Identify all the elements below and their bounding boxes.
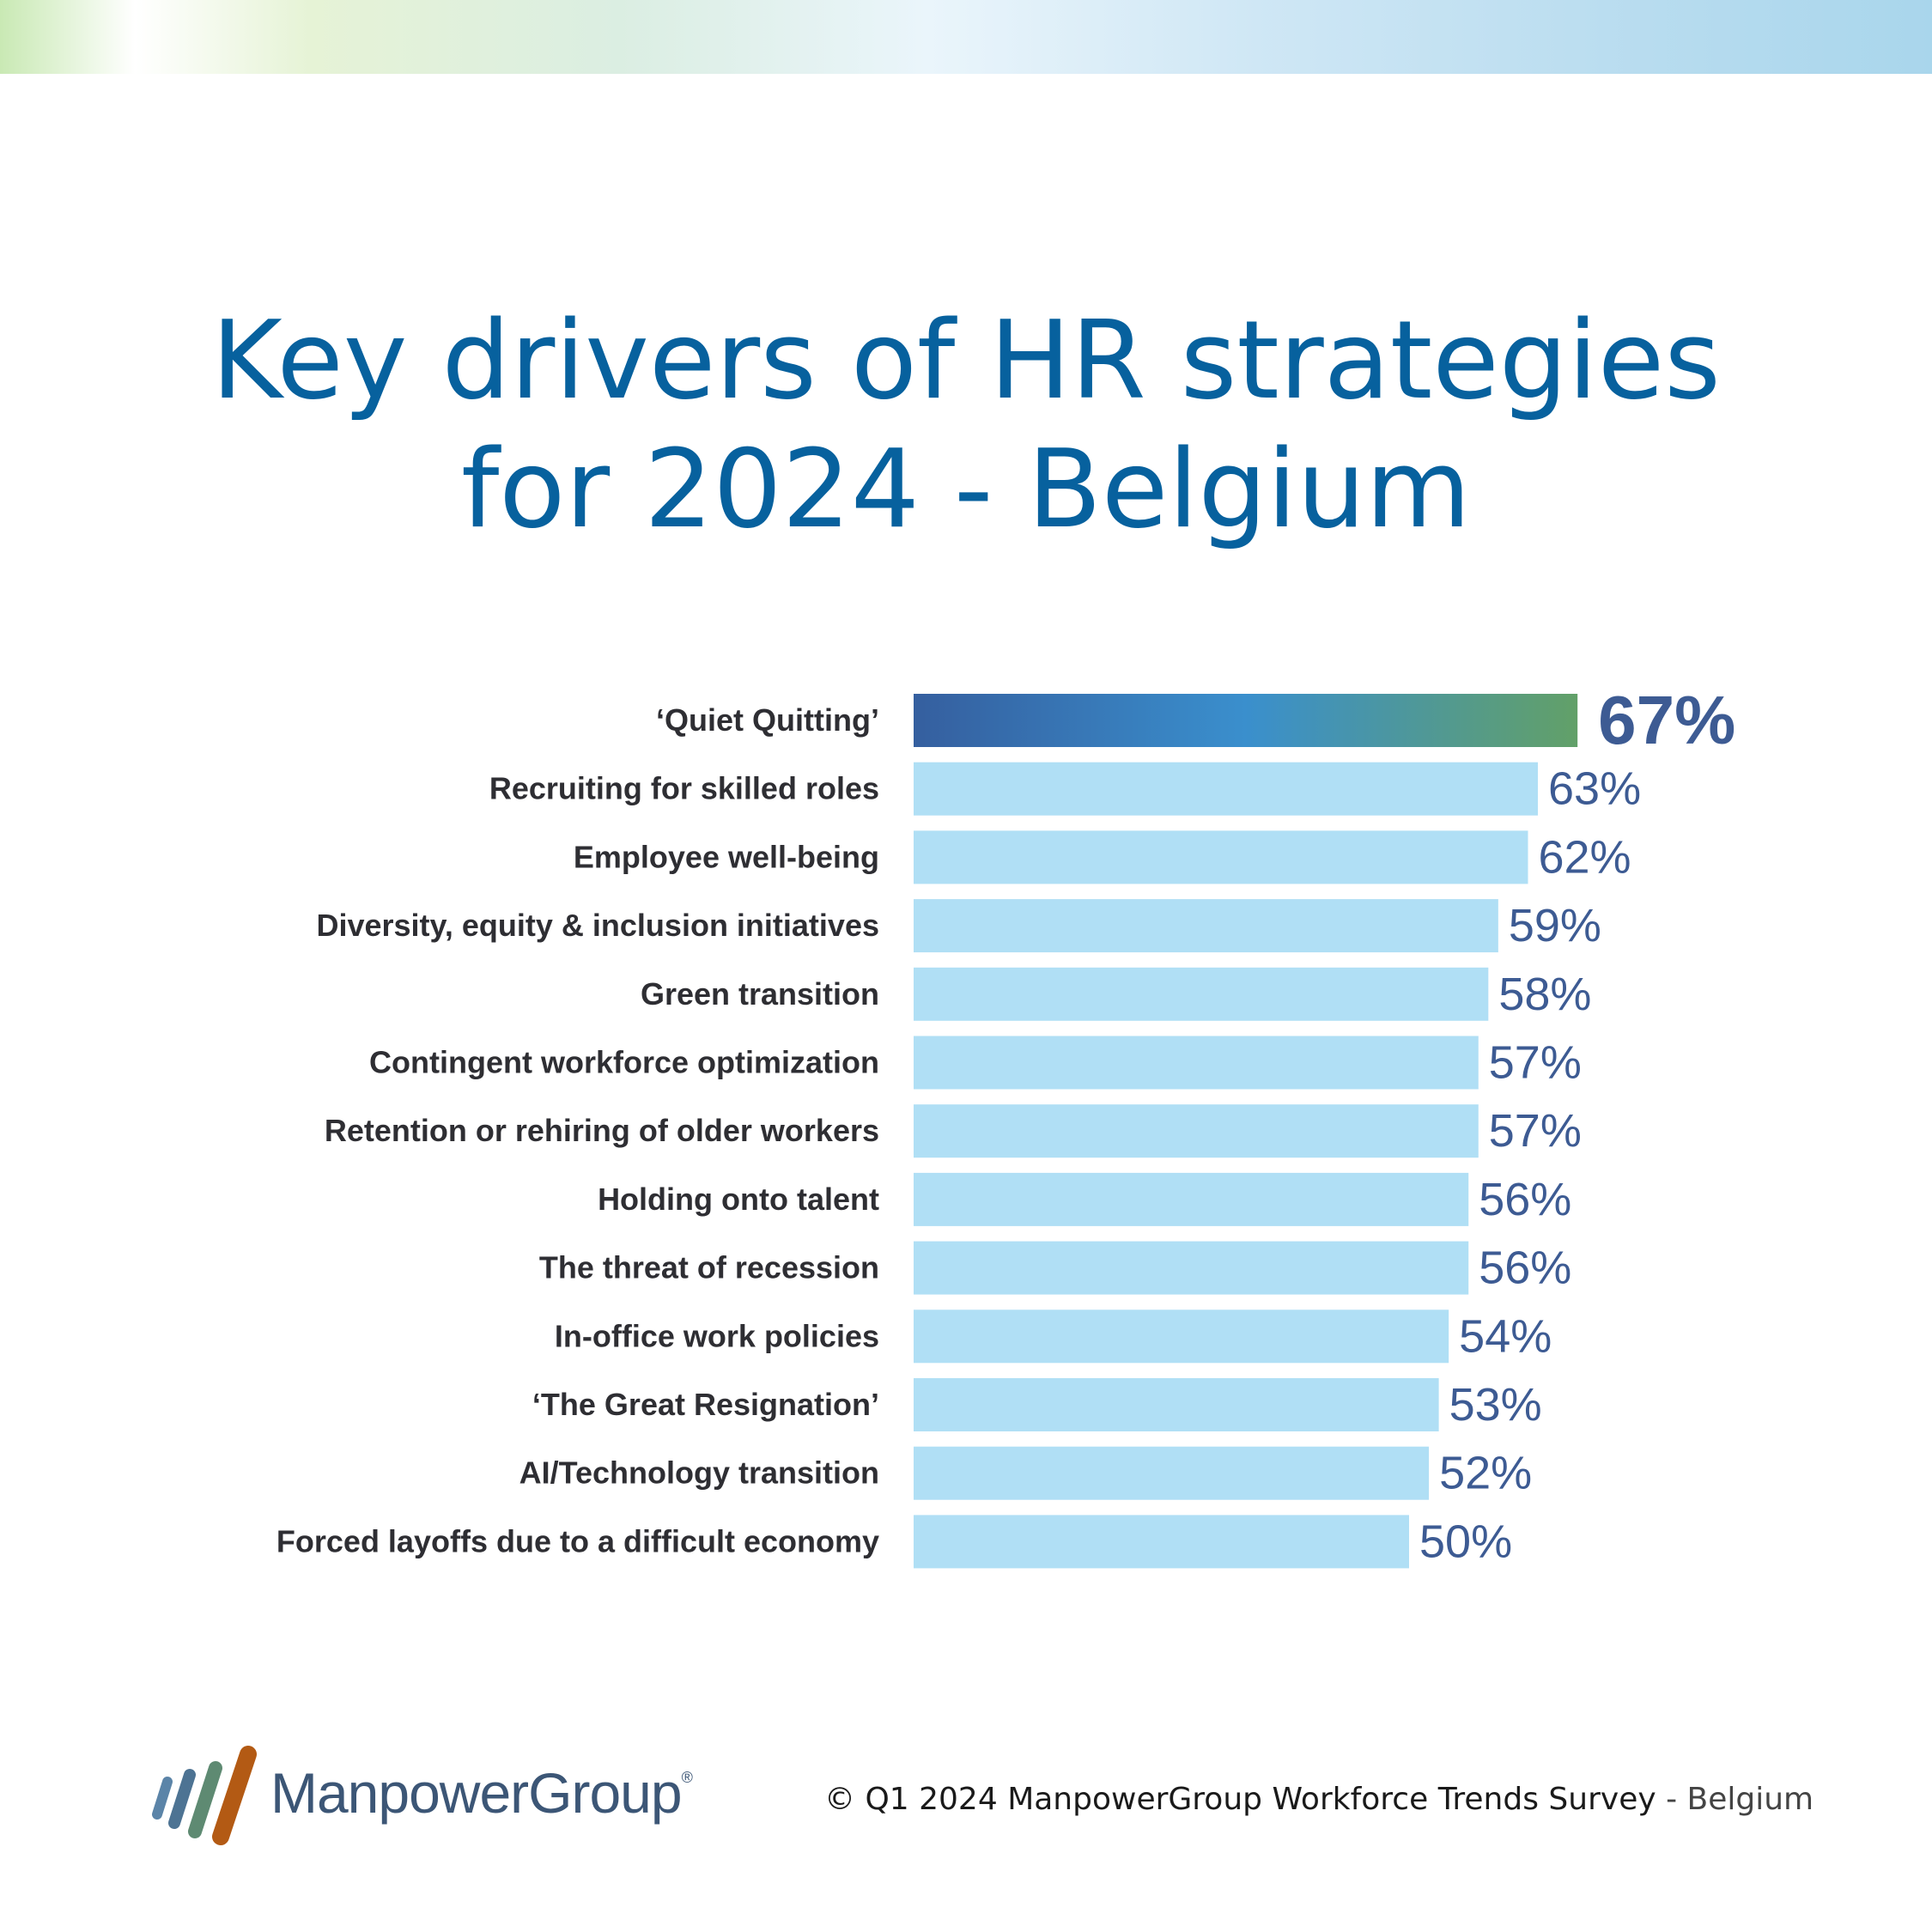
category-label: Recruiting for skilled roles (489, 771, 879, 806)
logo-wordmark: ManpowerGroup® (270, 1760, 693, 1826)
credit-country: - Belgium (1666, 1782, 1814, 1817)
value-label: 58% (1498, 969, 1591, 1020)
bar (914, 1515, 1409, 1569)
value-label: 53% (1449, 1379, 1542, 1431)
value-label: 56% (1479, 1242, 1571, 1294)
value-label: 50% (1419, 1516, 1512, 1567)
bar (914, 1309, 1449, 1364)
category-label: Green transition (641, 976, 879, 1012)
category-label: In-office work policies (555, 1318, 879, 1353)
bar (914, 1104, 1479, 1158)
value-label: 56% (1479, 1174, 1571, 1225)
category-label: Forced layoffs due to a difficult econom… (276, 1523, 879, 1558)
value-label: 57% (1489, 1105, 1582, 1157)
value-label: 54% (1459, 1310, 1552, 1362)
bar (914, 1036, 1479, 1090)
category-label: Retention or rehiring of older workers (325, 1113, 879, 1148)
category-label: AI/Technology transition (519, 1455, 879, 1491)
highlight-bar (914, 694, 1578, 747)
category-label: Diversity, equity & inclusion initiative… (316, 908, 879, 943)
value-label: 52% (1439, 1448, 1532, 1499)
category-label: Holding onto talent (598, 1182, 879, 1217)
title-line-2: for 2024 - Belgium (460, 426, 1472, 552)
value-label: 57% (1489, 1037, 1582, 1089)
category-label: The threat of recession (539, 1250, 879, 1285)
chart-title: Key drivers of HR strategies for 2024 - … (0, 296, 1932, 554)
value-label: 59% (1509, 900, 1601, 951)
bar-chart: ‘Quiet Quitting’ 67% Recruiting for skille… (276, 682, 1735, 1569)
bar (914, 1378, 1439, 1431)
category-label: ‘The Great Resignation’ (532, 1387, 879, 1422)
bar (914, 830, 1528, 884)
bar (914, 762, 1539, 816)
bar (914, 899, 1498, 953)
bar (914, 967, 1489, 1021)
value-label: 67% (1598, 682, 1735, 758)
credit-main: © Q1 2024 ManpowerGroup Workforce Trends… (824, 1782, 1656, 1817)
manpowergroup-logo: ManpowerGroup® (142, 1739, 693, 1846)
category-label: Employee well-being (574, 839, 879, 874)
bar (914, 1446, 1430, 1500)
title-line-1: Key drivers of HR strategies (211, 297, 1721, 423)
top-gradient-band (0, 0, 1932, 74)
logo-text: ManpowerGroup (270, 1761, 683, 1825)
bar (914, 1172, 1469, 1226)
bar (914, 1241, 1469, 1295)
category-label: ‘Quiet Quitting’ (656, 702, 879, 738)
category-label: Contingent workforce optimization (369, 1045, 879, 1080)
value-label: 63% (1548, 763, 1641, 815)
registered-mark: ® (681, 1769, 693, 1786)
source-credit: © Q1 2024 ManpowerGroup Workforce Trends… (824, 1782, 1814, 1817)
logo-stripes-icon (152, 1746, 257, 1845)
value-label: 62% (1538, 831, 1631, 883)
